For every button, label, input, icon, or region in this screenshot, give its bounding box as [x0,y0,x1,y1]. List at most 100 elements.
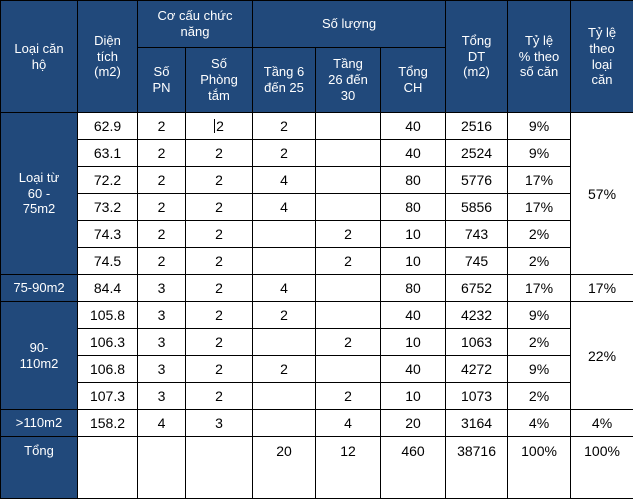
total-so-pn[interactable] [138,437,186,499]
cell-tong-dt[interactable]: 3164 [446,410,508,437]
cell-tang-26-30[interactable]: 2 [316,221,381,248]
cell-tong-ch[interactable]: 40 [381,113,446,140]
total-tong-ch[interactable]: 460 [381,437,446,499]
cell-dien-tich[interactable]: 73.2 [78,194,138,221]
cell-dien-tich[interactable]: 158.2 [78,410,138,437]
cell-tang-6-25[interactable]: 4 [253,194,316,221]
cell-tong-ch[interactable]: 40 [381,302,446,329]
cell-so-phong-tam[interactable]: 2 [186,140,253,167]
cell-dien-tich[interactable]: 74.5 [78,248,138,275]
cell-so-pn[interactable]: 3 [138,329,186,356]
cell-tang-6-25[interactable] [253,221,316,248]
header-loai-can-ho[interactable]: Loại căn hộ [1,1,78,113]
cell-dien-tich[interactable]: 72.2 [78,167,138,194]
cell-so-phong-tam[interactable]: 3 [186,410,253,437]
cell-tong-ch[interactable]: 20 [381,410,446,437]
cell-so-phong-tam[interactable]: 2 [186,356,253,383]
cell-tang-6-25[interactable]: 2 [253,356,316,383]
cell-so-phong-tam[interactable]: 2 [186,302,253,329]
cell-ty-le-so-can[interactable]: 2% [508,248,571,275]
cell-ty-le-so-can[interactable]: 2% [508,383,571,410]
cell-dien-tich[interactable]: 74.3 [78,221,138,248]
cell-tang-26-30[interactable] [316,275,381,302]
cell-tang-26-30[interactable] [316,194,381,221]
cell-so-pn[interactable]: 3 [138,302,186,329]
total-so-phong-tam[interactable] [186,437,253,499]
cell-tong-ch[interactable]: 40 [381,140,446,167]
cell-tong-ch[interactable]: 40 [381,356,446,383]
cell-tang-26-30[interactable] [316,113,381,140]
cell-tong-ch[interactable]: 80 [381,194,446,221]
cell-ty-le-so-can[interactable]: 2% [508,221,571,248]
cell-ty-le-so-can[interactable]: 17% [508,167,571,194]
cell-so-phong-tam[interactable]: 2 [186,221,253,248]
cell-tong-ch[interactable]: 80 [381,167,446,194]
total-tong-dt[interactable]: 38716 [446,437,508,499]
header-dien-tich[interactable]: Diện tích (m2) [78,1,138,113]
cell-so-phong-tam[interactable]: 2 [186,248,253,275]
cell-so-pn[interactable]: 3 [138,356,186,383]
cell-so-phong-tam[interactable]: 2 [186,113,253,140]
cell-tang-26-30[interactable]: 2 [316,248,381,275]
cell-so-pn[interactable]: 3 [138,383,186,410]
header-tong-ch[interactable]: Tổng CH [381,48,446,113]
group-label-75-90m2[interactable]: 75-90m2 [1,275,78,302]
cell-tang-6-25[interactable] [253,248,316,275]
total-row-label[interactable]: Tổng [1,437,78,499]
cell-so-phong-tam[interactable]: 2 [186,275,253,302]
header-ty-le-theo-so-can[interactable]: Tỷ lệ % theo số căn [508,1,571,113]
cell-ty-le-loai-can[interactable]: 57% [571,113,633,275]
cell-tong-dt[interactable]: 2516 [446,113,508,140]
cell-tong-dt[interactable]: 1073 [446,383,508,410]
cell-tang-26-30[interactable]: 2 [316,383,381,410]
total-tang-26-30[interactable]: 12 [316,437,381,499]
cell-tang-26-30[interactable] [316,167,381,194]
cell-dien-tich[interactable]: 105.8 [78,302,138,329]
cell-dien-tich[interactable]: 84.4 [78,275,138,302]
cell-so-pn[interactable]: 2 [138,221,186,248]
header-tong-dt[interactable]: Tổng DT (m2) [446,1,508,113]
cell-ty-le-so-can[interactable]: 17% [508,275,571,302]
cell-so-pn[interactable]: 2 [138,248,186,275]
total-ty-le-loai-can[interactable]: 100% [571,437,633,499]
group-label-gt-110m2[interactable]: >110m2 [1,410,78,437]
cell-tang-6-25[interactable]: 2 [253,140,316,167]
cell-tang-6-25[interactable]: 2 [253,113,316,140]
cell-ty-le-so-can[interactable]: 2% [508,329,571,356]
cell-tang-6-25[interactable]: 4 [253,167,316,194]
cell-dien-tich[interactable]: 62.9 [78,113,138,140]
group-label-60-75m2[interactable]: Loại từ 60 - 75m2 [1,113,78,275]
cell-tong-dt[interactable]: 6752 [446,275,508,302]
cell-ty-le-loai-can[interactable]: 17% [571,275,633,302]
cell-tang-26-30[interactable] [316,140,381,167]
cell-ty-le-so-can[interactable]: 9% [508,356,571,383]
cell-tang-26-30[interactable]: 2 [316,329,381,356]
header-co-cau-chuc-nang[interactable]: Cơ cấu chức năng [138,1,253,48]
total-dien-tich[interactable] [78,437,138,499]
header-tang-6-den-25[interactable]: Tầng 6 đến 25 [253,48,316,113]
cell-dien-tich[interactable]: 63.1 [78,140,138,167]
cell-tang-6-25[interactable] [253,410,316,437]
cell-ty-le-loai-can[interactable]: 4% [571,410,633,437]
header-so-phong-tam[interactable]: Số Phòng tắm [186,48,253,113]
cell-tong-dt[interactable]: 5776 [446,167,508,194]
cell-so-phong-tam[interactable]: 2 [186,329,253,356]
cell-tong-ch[interactable]: 10 [381,248,446,275]
cell-so-pn[interactable]: 4 [138,410,186,437]
cell-tong-dt[interactable]: 745 [446,248,508,275]
cell-so-pn[interactable]: 3 [138,275,186,302]
cell-tang-6-25[interactable] [253,329,316,356]
cell-so-pn[interactable]: 2 [138,194,186,221]
header-so-luong[interactable]: Số lượng [253,1,446,48]
cell-so-pn[interactable]: 2 [138,167,186,194]
total-tang-6-25[interactable]: 20 [253,437,316,499]
cell-tong-dt[interactable]: 1063 [446,329,508,356]
total-ty-le-so-can[interactable]: 100% [508,437,571,499]
cell-tang-26-30[interactable] [316,356,381,383]
cell-ty-le-so-can[interactable]: 9% [508,113,571,140]
cell-tong-ch[interactable]: 10 [381,221,446,248]
cell-tong-ch[interactable]: 80 [381,275,446,302]
cell-dien-tich[interactable]: 107.3 [78,383,138,410]
cell-so-phong-tam[interactable]: 2 [186,383,253,410]
cell-ty-le-so-can[interactable]: 9% [508,140,571,167]
